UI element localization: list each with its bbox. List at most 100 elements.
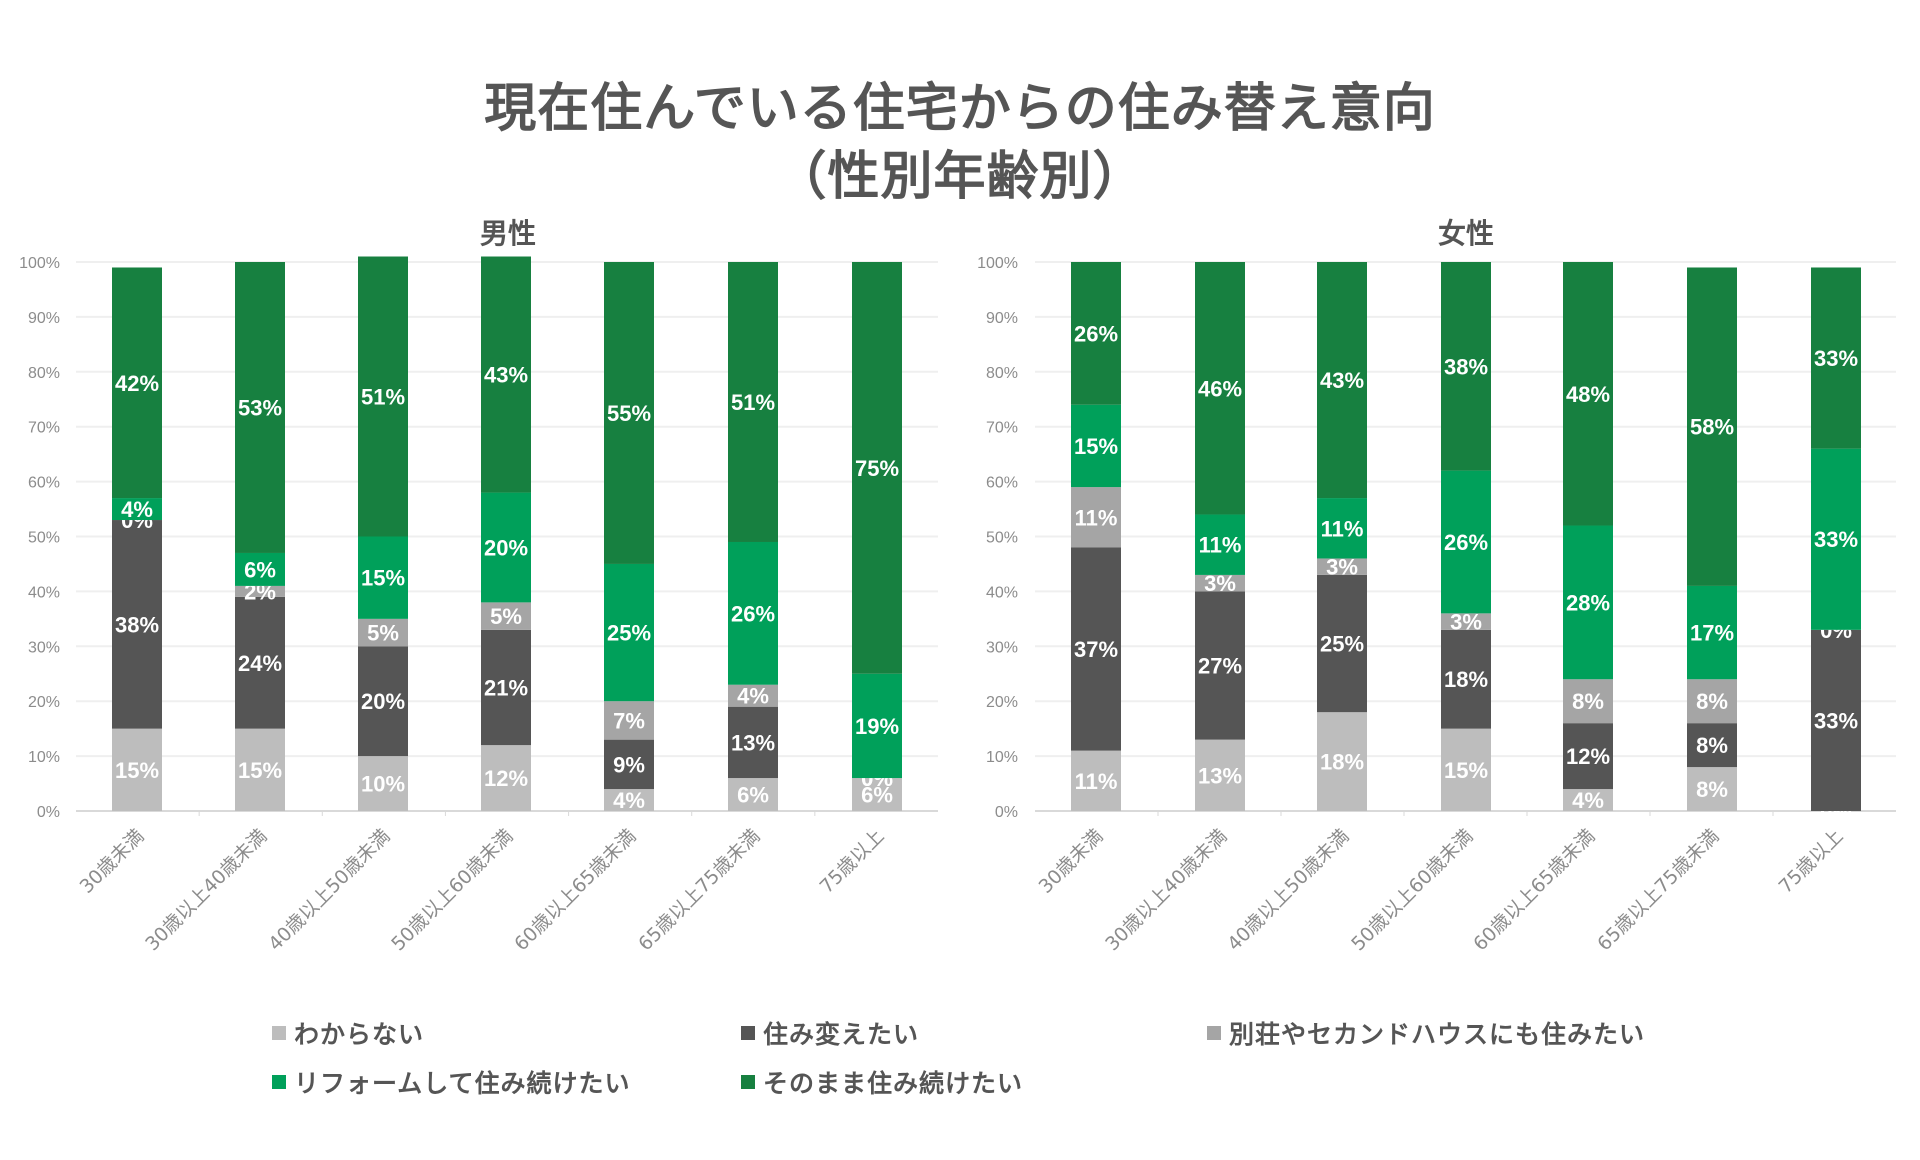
- data-label: 33%: [1814, 346, 1858, 371]
- bar-segment: [235, 585, 285, 597]
- legend-item-move: 住み変えたい: [741, 1015, 919, 1051]
- data-label: 26%: [1444, 530, 1488, 555]
- bar-segment: [1687, 267, 1737, 586]
- bar-segment: [112, 520, 162, 729]
- data-label: 25%: [607, 621, 651, 646]
- data-label: 26%: [1074, 321, 1118, 346]
- data-label: 20%: [361, 689, 405, 714]
- bar-segment: [728, 541, 778, 685]
- bar-segment: [728, 778, 778, 811]
- bar-segment: [1687, 723, 1737, 768]
- bar-segment: [1563, 525, 1613, 680]
- bar-segment: [1563, 723, 1613, 790]
- y-tick-label: 20%: [986, 694, 1018, 711]
- data-label: 26%: [731, 601, 775, 626]
- data-label: 7%: [613, 708, 645, 733]
- bar-segment: [112, 498, 162, 521]
- data-label: 5%: [490, 604, 522, 629]
- bar-segment: [1811, 629, 1861, 811]
- data-label: 58%: [1690, 415, 1734, 440]
- bar-segment: [1071, 262, 1121, 405]
- y-tick-label: 50%: [28, 530, 60, 547]
- data-label: 11%: [1075, 769, 1118, 794]
- bar-segment: [358, 536, 408, 619]
- data-label: 15%: [1444, 758, 1488, 783]
- y-tick-label: 100%: [19, 255, 60, 272]
- bar-segment: [604, 739, 654, 790]
- data-label: 6%: [861, 783, 893, 808]
- bar-segment: [1317, 262, 1367, 499]
- bar-segment: [1071, 487, 1121, 548]
- y-tick-label: 10%: [28, 749, 60, 766]
- bar-segment: [481, 745, 531, 811]
- data-label: 17%: [1690, 621, 1734, 646]
- bar-segment: [235, 262, 285, 553]
- chart-title: 現在住んでいる住宅からの住み替え意向: [484, 79, 1436, 139]
- chart-subtitle: （性別年齢別）: [774, 147, 1146, 207]
- bar-segment: [1317, 558, 1367, 575]
- data-label: 15%: [115, 758, 159, 783]
- data-label: 33%: [1814, 527, 1858, 552]
- bar-segment: [1317, 712, 1367, 811]
- bar-segment: [604, 701, 654, 740]
- bar-segment: [358, 646, 408, 757]
- bar-segment: [604, 563, 654, 702]
- data-label: 19%: [855, 714, 899, 739]
- bar-segment: [1687, 679, 1737, 724]
- bar-segment: [1441, 728, 1491, 811]
- bar-segment: [1563, 679, 1613, 724]
- bar-segment: [1687, 767, 1737, 811]
- x-tick-label: 30歳以上40歳未満: [141, 825, 271, 955]
- x-tick-label: 65歳以上75歳未満: [634, 825, 764, 955]
- data-label: 4%: [613, 788, 645, 813]
- bar-segment: [1071, 404, 1121, 488]
- x-tick-label: 30歳未満: [1035, 825, 1108, 898]
- bar-segment: [481, 629, 531, 746]
- data-label: 28%: [1566, 590, 1610, 615]
- x-tick-label: 50歳以上60歳未満: [1347, 825, 1477, 955]
- y-tick-label: 90%: [28, 310, 60, 327]
- data-label: 18%: [1320, 750, 1364, 775]
- bar-segment: [1195, 739, 1245, 811]
- data-label: 12%: [484, 766, 528, 791]
- data-label: 75%: [855, 456, 899, 481]
- data-label: 27%: [1198, 654, 1242, 679]
- bar-segment: [481, 492, 531, 603]
- data-label: 8%: [1572, 689, 1604, 714]
- bar-segment: [604, 789, 654, 811]
- y-tick-label: 50%: [986, 530, 1018, 547]
- bar-segment: [1441, 613, 1491, 630]
- bar-segment: [112, 267, 162, 499]
- panel-title-female: 女性: [1437, 217, 1495, 250]
- bar-segment: [728, 262, 778, 542]
- legend-label: 別荘やセカンドハウスにも住みたい: [1229, 1020, 1646, 1049]
- data-label: 37%: [1074, 637, 1118, 662]
- y-tick-label: 80%: [28, 365, 60, 382]
- data-label: 3%: [1326, 555, 1358, 580]
- data-label: 53%: [238, 395, 282, 420]
- legend-swatch-reform: [272, 1075, 286, 1089]
- bar-segment: [1195, 262, 1245, 515]
- legend-swatch-stay: [741, 1075, 755, 1089]
- data-label: 38%: [115, 612, 159, 637]
- legend-item-second-home: 別荘やセカンドハウスにも住みたい: [1207, 1015, 1645, 1051]
- x-tick-label: 40歳以上50歳未満: [264, 825, 394, 955]
- data-label: 43%: [1320, 368, 1364, 393]
- bar-segment: [358, 756, 408, 811]
- bar-segment: [1195, 591, 1245, 740]
- data-label: 33%: [1814, 708, 1858, 733]
- bar-segment: [235, 596, 285, 729]
- data-label: 10%: [361, 772, 405, 797]
- bar-segment: [1811, 267, 1861, 449]
- data-label: 11%: [1075, 505, 1118, 530]
- y-tick-label: 40%: [986, 584, 1018, 601]
- bar-segment: [1317, 574, 1367, 713]
- data-label: 18%: [1444, 667, 1488, 692]
- data-label: 3%: [1450, 610, 1482, 635]
- x-tick-label: 50歳以上60歳未満: [387, 825, 517, 955]
- data-label: 8%: [1696, 733, 1728, 758]
- bar-segment: [852, 778, 902, 811]
- data-label: 13%: [1198, 763, 1242, 788]
- y-tick-label: 100%: [977, 255, 1018, 272]
- bar-segment: [1195, 574, 1245, 592]
